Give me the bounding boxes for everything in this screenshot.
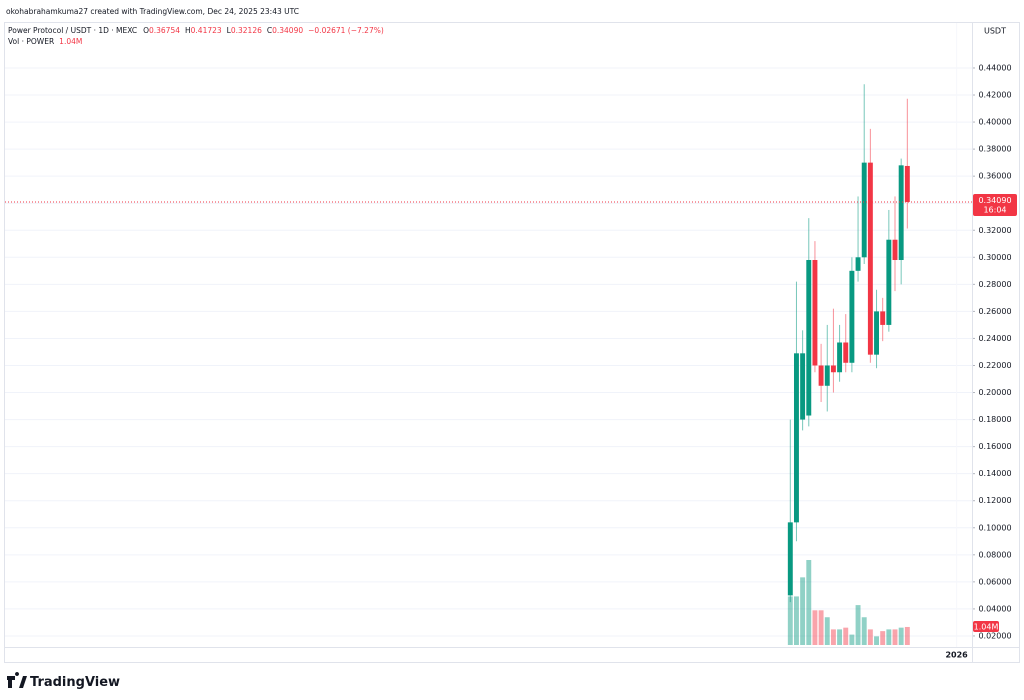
y-tick-label: 0.16000 [978,442,1011,451]
volume-bar [855,605,861,645]
last-price-label: 0.34090 [978,196,1011,205]
y-tick-label: 0.26000 [978,307,1011,316]
y-tick-label: 0.44000 [978,63,1011,72]
volume-bar [898,627,904,645]
volume-bar [849,634,855,645]
y-tick-label: 0.28000 [978,280,1011,289]
candle-body [800,353,806,420]
candle-body [892,239,898,261]
volume-bar [812,610,818,645]
candle-body [787,522,793,596]
y-tick-label: 0.06000 [978,577,1011,586]
volume-bar [806,560,812,645]
quote-key: C [267,26,272,35]
volume-bar [886,629,892,645]
candle-body [867,162,873,355]
symbol: Power Protocol / USDT · 1D · MEXC [8,26,137,35]
volume-tag-label: 1.04M [974,622,999,631]
candle-body [904,165,910,202]
volume-bar [861,617,867,645]
chart-frame [4,22,1020,663]
volume-bar [818,610,824,645]
candle-body [837,342,843,373]
y-tick-label: 0.40000 [978,118,1011,127]
volume-bar [824,617,830,645]
y-tick-label: 0.42000 [978,91,1011,100]
logo-icon [7,672,27,688]
quote-value: 0.34090 [272,26,303,35]
candle-body [874,311,879,355]
candle-body [824,365,830,386]
volume-bar [874,636,879,645]
y-tick-label: 0.20000 [978,388,1011,397]
brand-logo: TradingView [7,672,120,690]
y-tick-label: 0.24000 [978,334,1011,343]
volume-legend: Vol · POWER 1.04M [8,37,82,46]
last-price-tag [973,193,1017,216]
quote-value: 0.41723 [191,26,222,35]
quote-change: −0.02671 (−7.27%) [308,26,384,35]
countdown: 16:04 [983,205,1006,214]
volume-bar [793,596,799,645]
quote-key: H [185,26,191,35]
candle-body [830,365,836,373]
volume-bar [837,629,843,645]
quote-value: 0.32126 [231,26,262,35]
candle-body [886,239,892,325]
volume-bar [843,627,849,645]
volume-bar [867,629,873,645]
x-tick-label: 2026 [945,651,968,660]
candle-body [898,165,904,261]
candle-body [861,162,867,258]
volume-tag [973,620,999,632]
candle-body [793,353,799,523]
volume-bar [904,626,910,645]
y-tick-label: 0.10000 [978,523,1011,532]
candle-body [880,311,886,325]
y-tick-label: 0.08000 [978,550,1011,559]
candle-body [855,257,861,271]
candle-body [849,270,855,363]
y-tick-label: 0.30000 [978,253,1011,262]
volume-bar [787,596,793,645]
candle-body [812,260,818,366]
candle-body [818,365,824,386]
marks [787,84,910,645]
candle-body [806,260,812,416]
y-tick-label: 0.04000 [978,604,1011,613]
brand: TradingView [30,675,120,690]
volume-bar [880,631,886,645]
y-tick-label: 0.18000 [978,415,1011,424]
y-tick-label: 0.12000 [978,496,1011,505]
volume-bar [830,629,836,645]
symbol-legend: Power Protocol / USDT · 1D · MEXC O0.3675… [8,26,384,35]
quote-key: L [227,26,232,35]
quote: O0.36754 H0.41723 L0.32126 C0.34090 −0.02671… [143,26,384,35]
y-tick-label: 0.38000 [978,145,1011,154]
y-tick-label: 0.22000 [978,361,1011,370]
volume-key: Vol · POWER [8,37,54,46]
y-tick-label: 0.02000 [978,631,1011,640]
quote-value: 0.36754 [149,26,180,35]
volume-bar [800,577,806,645]
y-tick-label: 0.36000 [978,172,1011,181]
y-tick-label: 0.32000 [978,226,1011,235]
quote-key: O [143,26,149,35]
grid: 0.02000 0.04000 0.06000 0.08000 0.10000 0.120… [5,23,1012,660]
currency: USDT [984,27,1006,36]
volume-value: 1.04M [59,37,82,46]
volume-bar [892,629,898,645]
y-tick-label: 0.14000 [978,469,1011,478]
credit: okohabrahamkuma27 created with TradingVi… [6,7,299,16]
candle-body [843,342,849,363]
